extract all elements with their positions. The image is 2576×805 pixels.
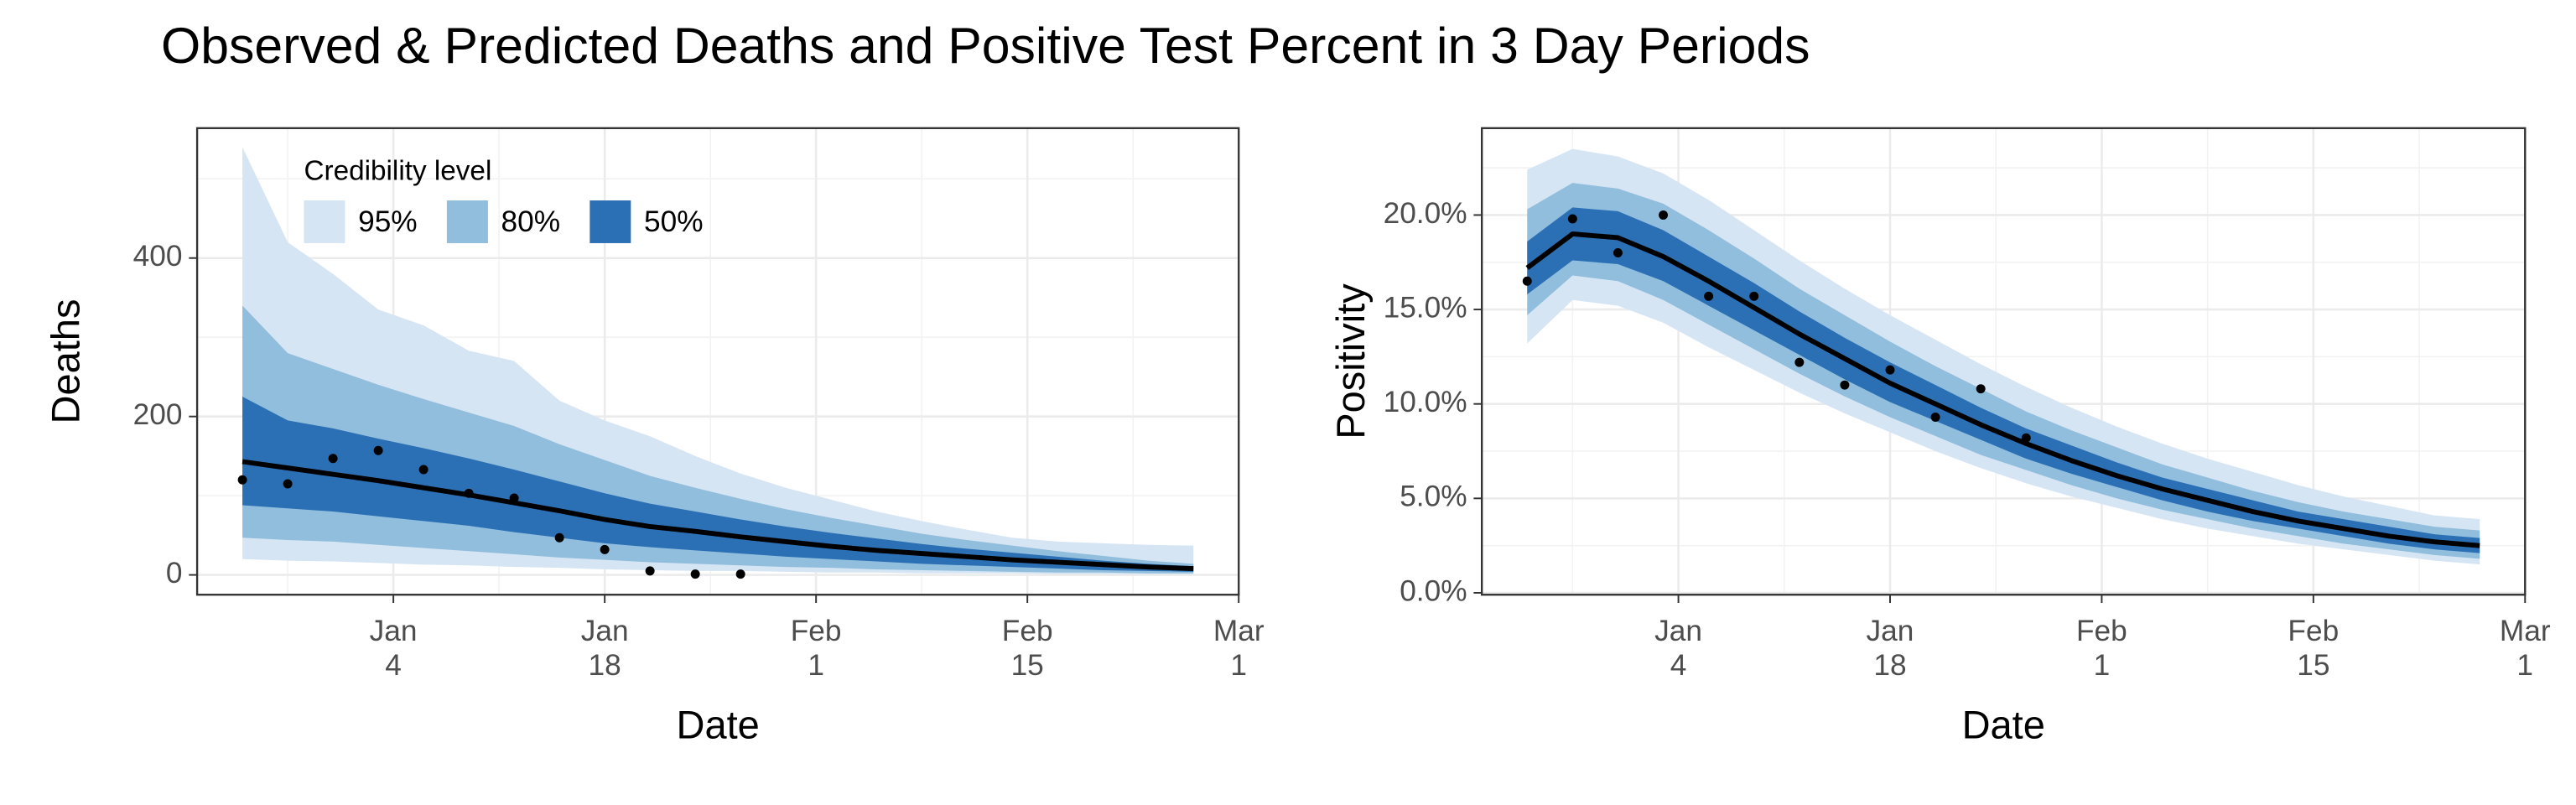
observed-point xyxy=(690,569,700,579)
observed-point xyxy=(1840,380,1850,390)
x-axis-title: Date xyxy=(1962,702,2045,746)
page: Observed & Predicted Deaths and Positive… xyxy=(44,17,2551,747)
observed-point xyxy=(464,488,474,498)
observed-point xyxy=(328,454,338,464)
x-tick-label: Jan 18 xyxy=(1866,614,1914,683)
y-tick-label: 10.0% xyxy=(1384,386,1467,418)
x-axis-title: Date xyxy=(677,702,760,746)
observed-point xyxy=(1567,214,1577,224)
y-axis-title: Positivity xyxy=(1328,283,1373,439)
x-tick-label: Jan 4 xyxy=(1654,614,1702,683)
panel-border xyxy=(1481,127,2527,596)
y-axis-title: Deaths xyxy=(44,299,88,424)
x-tick-label: Feb 15 xyxy=(2288,614,2340,683)
x-tick-label: Jan 18 xyxy=(580,614,629,683)
observed-point xyxy=(1704,291,1714,301)
credibility-band xyxy=(1527,183,2480,559)
observed-point xyxy=(735,569,745,579)
x-tick-label: Mar 1 xyxy=(1213,614,1265,683)
observed-point xyxy=(418,465,428,475)
observed-point xyxy=(283,479,293,489)
observed-point xyxy=(2021,433,2031,443)
x-tick-label: Mar 1 xyxy=(2499,614,2551,683)
figure-title: Observed & Predicted Deaths and Positive… xyxy=(161,17,1810,74)
legend-swatch xyxy=(589,200,631,243)
x-tick-label: Feb 1 xyxy=(790,614,842,683)
observed-point xyxy=(1749,291,1759,301)
observed-point xyxy=(1976,384,1986,394)
y-tick-label: 400 xyxy=(133,240,183,273)
x-tick-label: Jan 4 xyxy=(369,614,418,683)
y-tick-label: 0 xyxy=(166,557,183,589)
legend-swatch xyxy=(304,200,345,243)
legend-label: 50% xyxy=(644,205,704,238)
y-tick-label: 5.0% xyxy=(1400,480,1467,513)
observed-point xyxy=(1522,276,1532,286)
y-tick-label: 15.0% xyxy=(1384,291,1467,324)
observed-point xyxy=(509,493,519,503)
observed-point xyxy=(1613,248,1623,257)
legend-label: 95% xyxy=(358,205,418,238)
legend-title: Credibility level xyxy=(304,156,491,187)
median-line xyxy=(242,459,1194,571)
observed-point xyxy=(237,475,247,485)
median-line xyxy=(1525,231,2480,548)
y-tick-label: 20.0% xyxy=(1384,197,1467,230)
credibility-band xyxy=(242,397,1194,572)
legend-swatch xyxy=(446,200,488,243)
observed-point xyxy=(1885,365,1895,375)
y-tick-label: 200 xyxy=(133,398,183,431)
panel-border xyxy=(195,127,1240,596)
observed-point xyxy=(1930,412,1940,422)
credibility-band xyxy=(1527,207,2480,553)
y-tick-label: 0.0% xyxy=(1400,574,1467,607)
observed-point xyxy=(554,532,564,543)
observed-point xyxy=(1659,210,1669,220)
x-tick-label: Feb 15 xyxy=(1001,614,1053,683)
observed-point xyxy=(373,445,383,455)
observed-point xyxy=(600,544,610,554)
credibility-band xyxy=(1527,148,2480,565)
legend-label: 80% xyxy=(501,205,561,238)
x-tick-label: Feb 1 xyxy=(2076,614,2127,683)
observed-point xyxy=(1794,357,1805,367)
observed-point xyxy=(645,566,655,576)
figure: Observed & Predicted Deaths and Positive… xyxy=(44,17,2527,746)
